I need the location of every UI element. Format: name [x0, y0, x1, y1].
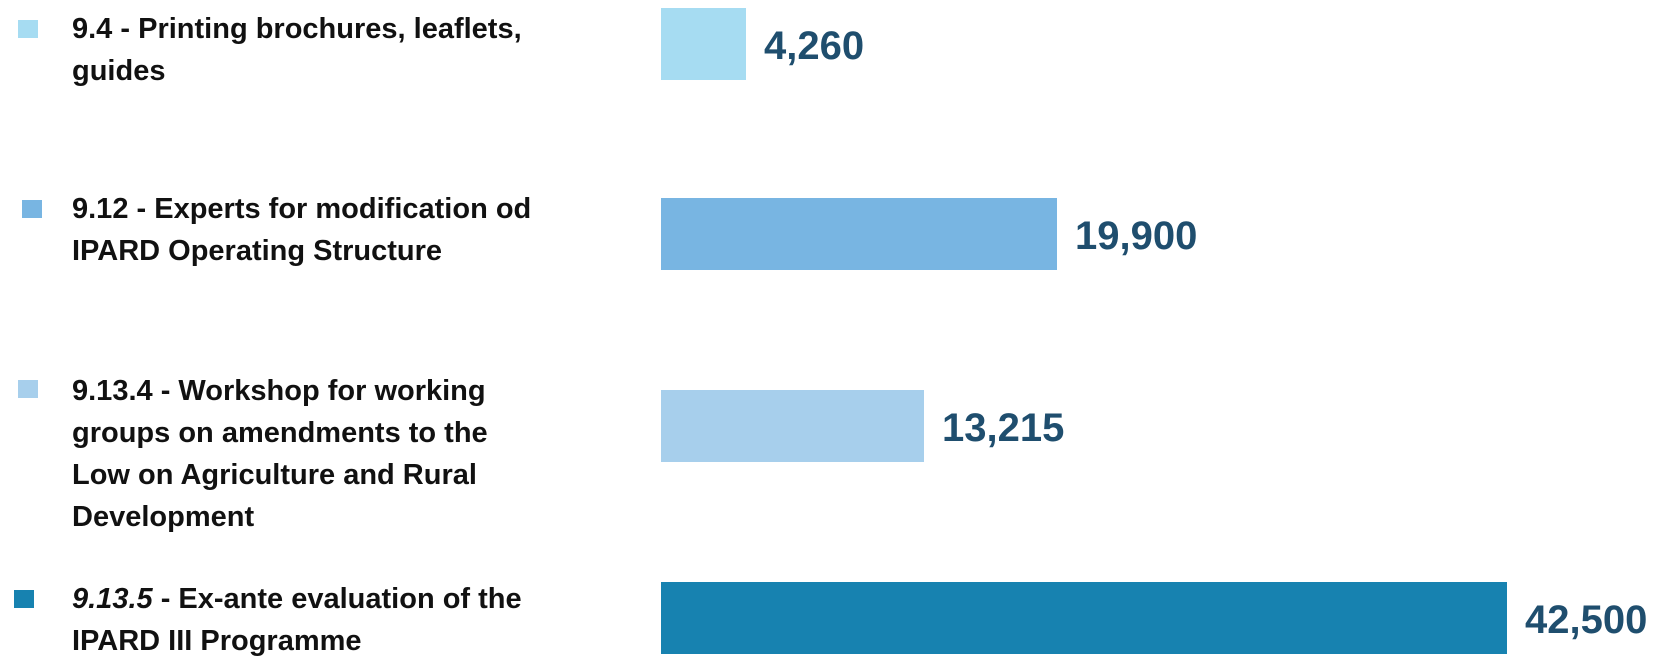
row-code: 9.13.4 [72, 375, 153, 407]
legend-swatch-0 [18, 20, 38, 38]
bar-value-2: 13,215 [942, 406, 1065, 450]
bar-1 [661, 198, 1057, 270]
row-text: Experts for modification od IPARD Operat… [72, 193, 532, 267]
row-separator: - [112, 13, 139, 45]
row-text: Workshop for working groups on amendment… [72, 375, 488, 533]
row-code: 9.12 [72, 193, 129, 225]
bar-value-3: 42,500 [1525, 598, 1648, 642]
row-label-3: 9.13.5 - Ex-ante evaluation of the IPARD… [72, 578, 592, 662]
row-label-0: 9.4 - Printing brochures, leaflets, guid… [72, 8, 602, 92]
bar-value-0: 4,260 [764, 24, 865, 68]
legend-swatch-1 [22, 200, 42, 218]
bar-2 [661, 390, 924, 462]
row-separator: - [152, 375, 179, 407]
row-code: 9.4 [72, 13, 113, 45]
row-text: Printing brochures, leaflets, guides [72, 13, 522, 87]
row-text: Ex-ante evaluation of the IPARD III Prog… [72, 583, 522, 657]
row-separator: - [152, 583, 179, 615]
bar-3 [661, 582, 1507, 654]
row-code: 9.13.5 [72, 583, 153, 615]
legend-swatch-2 [18, 380, 38, 398]
bar-0 [661, 8, 746, 80]
row-label-2: 9.13.4 - Workshop for working groups on … [72, 370, 542, 538]
bar-value-1: 19,900 [1075, 214, 1198, 258]
legend-swatch-3 [14, 590, 34, 608]
row-separator: - [128, 193, 155, 225]
row-label-1: 9.12 - Experts for modification od IPARD… [72, 188, 592, 272]
